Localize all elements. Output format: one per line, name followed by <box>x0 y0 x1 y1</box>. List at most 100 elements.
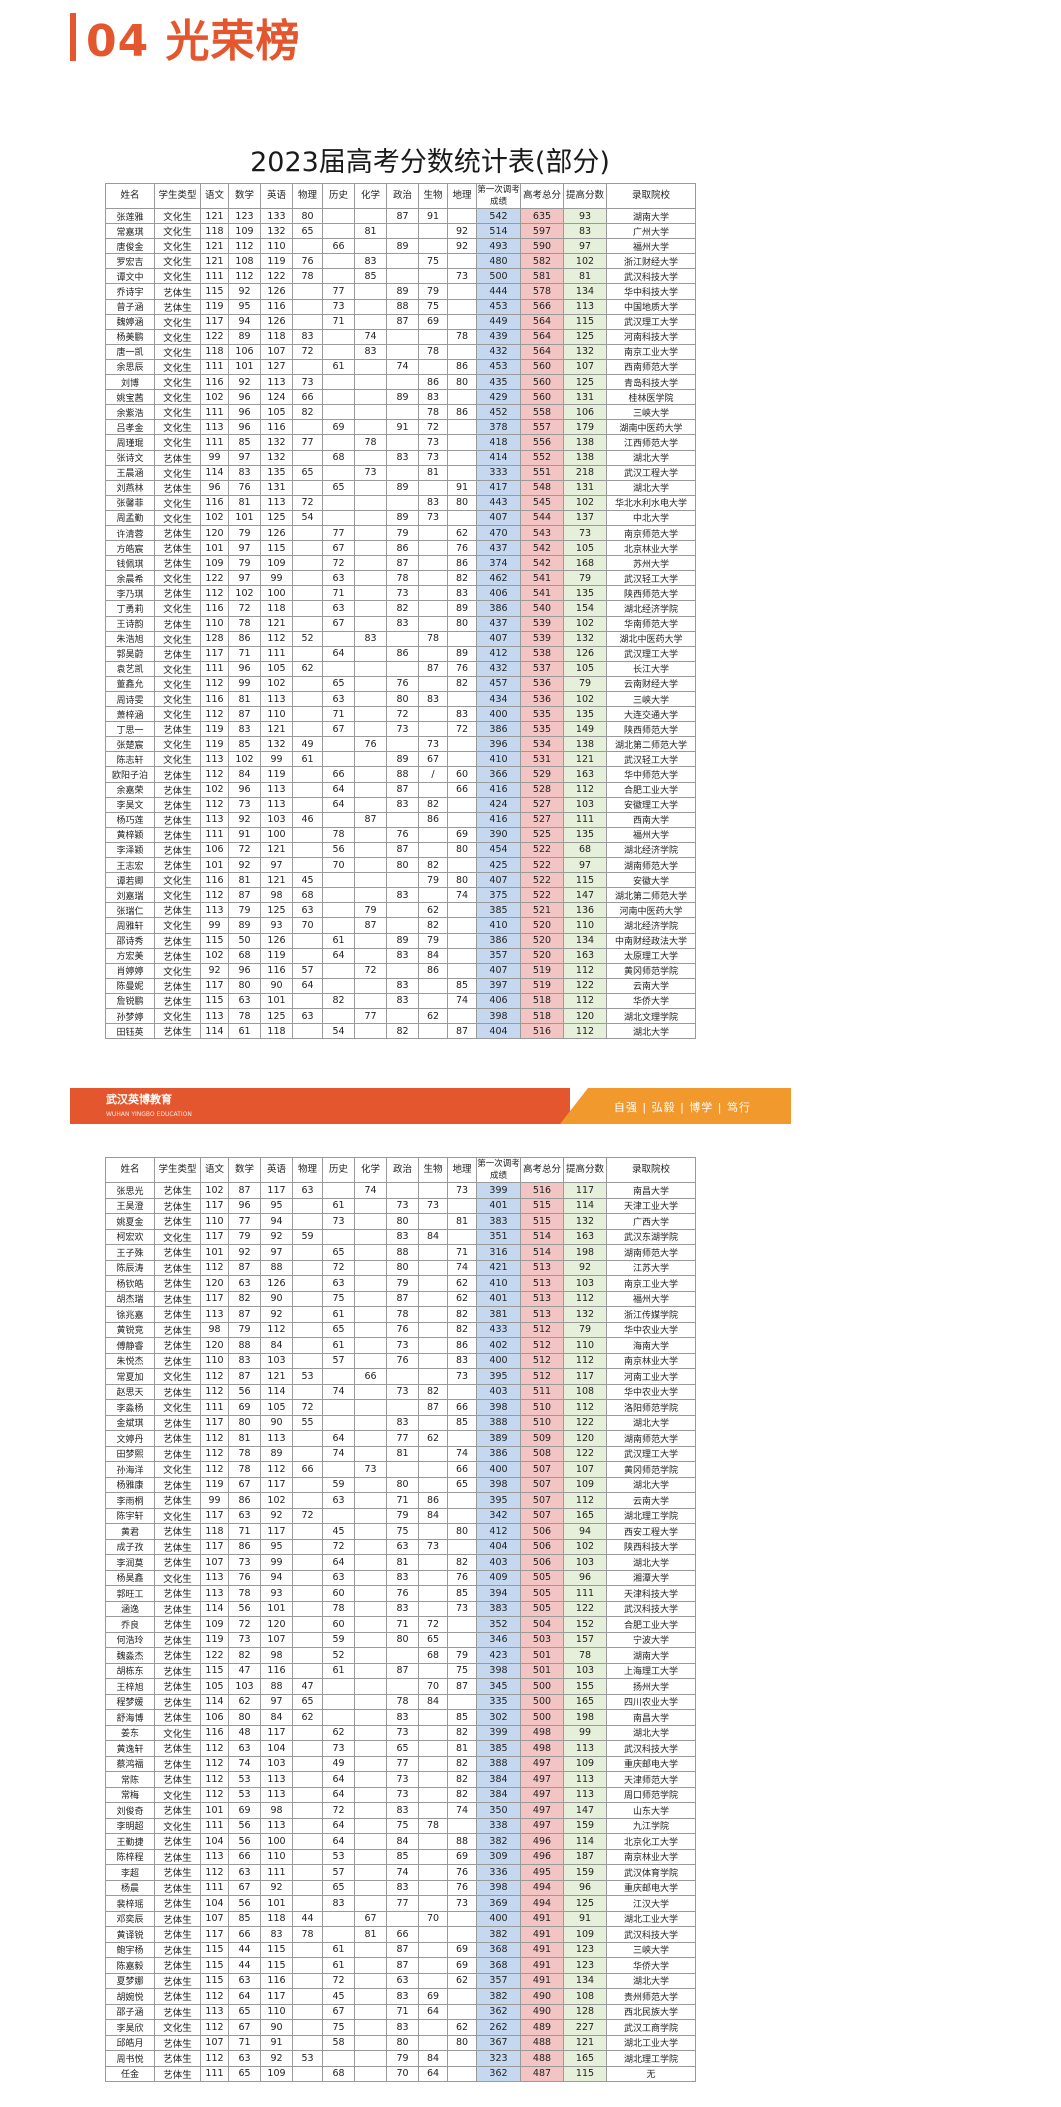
cell-chemistry <box>354 1988 387 2005</box>
cell-exam1: 386 <box>476 1445 521 1462</box>
section-title: 04 光荣榜 <box>86 16 301 67</box>
cell-chemistry <box>354 1290 387 1307</box>
cell-total: 560 <box>520 374 564 391</box>
cell-exam1: 435 <box>476 374 521 391</box>
cell-politics: 73 <box>386 1337 419 1354</box>
cell-chemistry: 66 <box>354 1368 387 1385</box>
cell-politics: 83 <box>386 887 419 904</box>
cell-history <box>322 872 355 889</box>
cell-type: 文化生 <box>154 751 201 768</box>
cell-university: 武汉轻工大学 <box>606 570 696 587</box>
cell-physics: 73 <box>292 374 323 391</box>
cell-english: 127 <box>260 358 293 376</box>
cell-chinese: 102 <box>200 781 229 798</box>
cell-total: 501 <box>520 1647 564 1664</box>
cell-improve: 131 <box>563 479 607 496</box>
cell-improve: 114 <box>563 1833 607 1850</box>
table-row: 李昊文 艺体生 112 73 113 64 83 82 424 527 103 安徽理工大学 <box>105 796 696 813</box>
cell-biology: 78 <box>418 630 448 647</box>
cell-name: 柯宏欢 <box>105 1228 155 1245</box>
cell-politics: 83 <box>386 992 419 1009</box>
cell-improve: 138 <box>563 434 607 451</box>
header-biology: 生物 <box>418 1157 448 1183</box>
cell-history <box>322 253 355 270</box>
header-total: 高考总分 <box>520 183 564 209</box>
cell-type: 文化生 <box>154 268 201 285</box>
cell-politics: 72 <box>386 706 419 723</box>
cell-university: 贵州师范大学 <box>606 1988 696 2005</box>
cell-physics <box>292 1972 323 1989</box>
cell-english: 117 <box>260 1988 293 2005</box>
cell-chinese: 102 <box>200 389 229 406</box>
cell-name: 周书悦 <box>105 2050 155 2067</box>
cell-math: 96 <box>228 1197 261 1214</box>
cell-english: 113 <box>260 1430 293 1447</box>
table-row: 陈嘉毅 艺体生 115 44 115 61 87 69 368 491 123 华侨大学 <box>105 1957 696 1974</box>
cell-type: 艺体生 <box>154 1755 201 1772</box>
cell-improve: 128 <box>563 2003 607 2020</box>
cell-name: 杨晨 <box>105 1879 155 1896</box>
table-row: 方皓宸 艺体生 101 97 115 67 86 76 437 542 105 北京林业大学 <box>105 540 696 557</box>
cell-exam1: 390 <box>476 826 521 843</box>
cell-biology <box>418 1585 448 1602</box>
cell-english: 104 <box>260 1740 293 1757</box>
cell-english: 101 <box>260 1600 293 1617</box>
cell-name: 邵子涵 <box>105 2003 155 2020</box>
cell-politics: 76 <box>386 1585 419 1602</box>
cell-improve: 117 <box>563 1368 607 1385</box>
cell-type: 艺体生 <box>154 1802 201 1819</box>
cell-type: 文化生 <box>154 917 201 934</box>
cell-improve: 132 <box>563 1213 607 1230</box>
cell-total: 513 <box>520 1275 564 1292</box>
cell-english: 102 <box>260 1492 293 1509</box>
cell-university: 江汉大学 <box>606 1895 696 1912</box>
cell-type: 文化生 <box>154 207 201 225</box>
cell-geography <box>447 902 477 919</box>
cell-politics: 77 <box>386 1430 419 1447</box>
table-header-row: 姓名 学生类型 语文 数学 英语 物理 历史 化学 政治 生物 地理 第一次调考成绩 高考总分 提高分数录… <box>105 183 696 209</box>
cell-english: 92 <box>260 1228 293 1245</box>
cell-english: 119 <box>260 947 293 964</box>
cell-geography <box>447 464 477 481</box>
cell-history: 77 <box>322 283 355 300</box>
cell-chemistry <box>354 1197 387 1214</box>
cell-exam1: 335 <box>476 1693 521 1710</box>
cell-politics: 80 <box>386 857 419 874</box>
cell-university: 湖北中医药大学 <box>606 630 696 647</box>
cell-total: 489 <box>520 2019 564 2036</box>
cell-chemistry <box>354 1213 387 1230</box>
cell-history: 54 <box>322 1023 355 1040</box>
cell-politics: 73 <box>386 1786 419 1803</box>
table-row: 邓奕辰 艺体生 107 85 118 44 67 70 400 491 91 湖北工业大学 <box>105 1910 696 1927</box>
cell-politics: 89 <box>386 932 419 949</box>
cell-geography: 85 <box>447 1585 477 1602</box>
cell-physics <box>292 1290 323 1307</box>
cell-total: 578 <box>520 283 564 300</box>
cell-university: 南京工业大学 <box>606 1275 696 1292</box>
cell-physics <box>292 524 323 542</box>
cell-biology <box>418 1740 448 1757</box>
cell-improve: 138 <box>563 449 607 466</box>
cell-physics <box>292 540 323 557</box>
cell-biology <box>418 1554 448 1571</box>
cell-chemistry <box>354 721 387 738</box>
cell-name: 夏梦娜 <box>105 1972 155 1989</box>
cell-type: 文化生 <box>154 464 201 481</box>
cell-name: 黄逸轩 <box>105 1740 155 1757</box>
cell-physics: 52 <box>292 630 323 647</box>
cell-geography: 82 <box>447 1755 477 1772</box>
cell-biology <box>418 1337 448 1354</box>
cell-geography <box>447 1817 477 1834</box>
cell-english: 116 <box>260 1662 293 1679</box>
cell-type: 文化生 <box>154 404 201 421</box>
cell-biology <box>418 268 448 285</box>
cell-biology: 82 <box>418 1383 448 1400</box>
table-row: 李雨桐 艺体生 99 86 102 63 71 86 395 507 112 云南大学 <box>105 1492 696 1509</box>
cell-chemistry <box>354 1507 387 1524</box>
cell-biology: 82 <box>418 857 448 874</box>
header-type: 学生类型 <box>154 1157 201 1183</box>
table-row: 余思辰 文化生 111 101 127 61 74 86 453 560 107 西南师范大学 <box>105 358 696 376</box>
cell-total: 560 <box>520 389 564 406</box>
cell-geography <box>447 932 477 949</box>
cell-geography <box>447 2050 477 2067</box>
